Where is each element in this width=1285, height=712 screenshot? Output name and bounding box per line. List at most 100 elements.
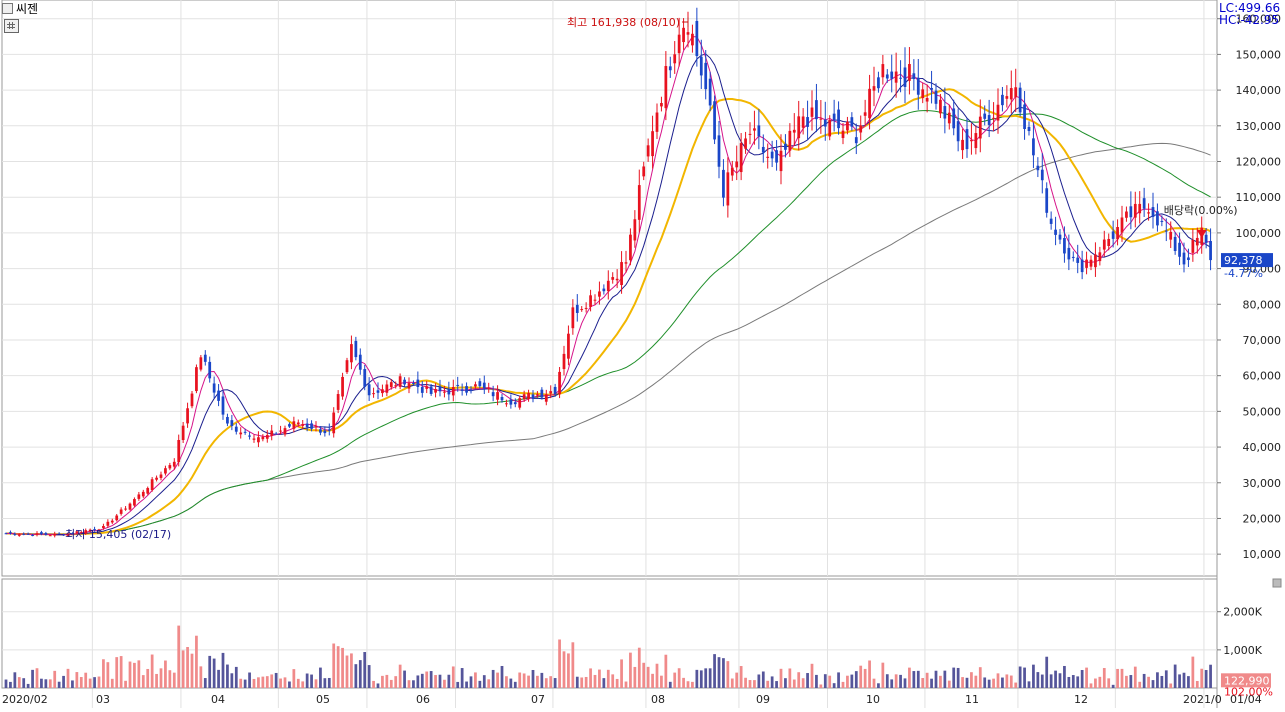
- volume-bar: [146, 668, 150, 688]
- candle: [646, 138, 650, 162]
- candle-body: [177, 439, 181, 463]
- candle-body: [141, 491, 145, 497]
- volume-bar: [819, 684, 823, 688]
- candle: [651, 115, 654, 169]
- candle: [212, 376, 216, 399]
- candle-body: [115, 515, 119, 521]
- volume-bar: [1204, 670, 1208, 688]
- candle: [1133, 191, 1137, 228]
- candle-body: [265, 435, 269, 439]
- candle-body: [952, 108, 956, 129]
- candle-body: [84, 530, 88, 534]
- volume-bar: [186, 647, 189, 688]
- candle-body: [1063, 238, 1066, 254]
- candle: [1120, 205, 1124, 242]
- volume-bar: [704, 668, 708, 688]
- chart-title-bar[interactable]: 씨젠: [2, 1, 38, 16]
- candle-body: [469, 389, 473, 391]
- candle-body: [164, 468, 167, 474]
- candle-body: [1018, 87, 1022, 113]
- candle-body: [354, 340, 358, 358]
- volume-bar: [505, 676, 508, 688]
- candle: [766, 143, 770, 169]
- volume-bar: [881, 662, 885, 688]
- candle: [336, 390, 340, 414]
- candle: [1147, 203, 1150, 221]
- candle: [305, 418, 309, 432]
- volume-bar: [615, 678, 619, 688]
- candle: [584, 302, 588, 313]
- candle-body: [172, 461, 176, 467]
- checkbox-icon[interactable]: [2, 3, 13, 14]
- candle-body: [48, 535, 52, 537]
- candle: [345, 357, 349, 374]
- candle: [491, 385, 495, 402]
- candle-body: [633, 219, 637, 241]
- candle-body: [877, 77, 880, 89]
- candle-body: [522, 394, 526, 400]
- volume-bar: [580, 677, 584, 688]
- candle: [199, 355, 203, 372]
- volume-bar: [310, 674, 313, 688]
- candle: [133, 497, 136, 507]
- candle: [1151, 192, 1155, 229]
- candle-body: [66, 533, 70, 536]
- volume-bar: [629, 652, 632, 688]
- candle-body: [629, 234, 632, 261]
- candle: [589, 289, 592, 312]
- candle-body: [1054, 229, 1057, 235]
- x-tick-label: 07: [531, 693, 545, 706]
- volume-bar: [398, 664, 402, 688]
- candle: [66, 532, 70, 537]
- candle: [722, 159, 725, 207]
- candle-body: [584, 307, 588, 309]
- volume-bar: [434, 675, 437, 688]
- candle: [837, 101, 840, 135]
- volume-bar: [44, 679, 48, 688]
- y-tick-label: 40,000: [1243, 441, 1282, 454]
- candle-body: [801, 116, 805, 128]
- x-tick-label: 04: [211, 693, 225, 706]
- volume-bar: [195, 635, 198, 688]
- volume-bar: [128, 661, 132, 688]
- table-icon[interactable]: [4, 19, 19, 33]
- candle: [748, 122, 752, 145]
- volume-bar: [164, 660, 167, 688]
- volume-bar: [952, 667, 956, 688]
- candle: [429, 383, 433, 396]
- candle-body: [770, 151, 774, 159]
- candle: [1085, 251, 1088, 275]
- candle: [1089, 255, 1093, 271]
- candle-body: [407, 383, 411, 389]
- volume-bar: [451, 666, 455, 688]
- candle-body: [26, 533, 30, 535]
- candle: [9, 530, 12, 535]
- candle-body: [1005, 96, 1009, 99]
- candle: [726, 157, 730, 218]
- volume-bar: [230, 673, 234, 688]
- candle-body: [899, 77, 902, 79]
- candle: [558, 367, 561, 399]
- candle: [1049, 211, 1053, 230]
- candle: [226, 413, 229, 427]
- candle: [611, 272, 615, 284]
- candle: [970, 123, 973, 155]
- volume-bar: [854, 671, 858, 688]
- high-annotation: 최고 161,938 (08/10): [567, 16, 680, 29]
- volume-bar: [110, 678, 114, 688]
- volume-bar: [779, 668, 783, 688]
- candle-body: [416, 379, 420, 387]
- volume-bar: [159, 668, 163, 688]
- volume-bar: [305, 673, 309, 688]
- candle: [243, 428, 247, 435]
- y-axis: 10,000 20,000 30,000 40,000 50,000 60,000 70,0…: [2, 13, 1281, 561]
- volume-bar: [270, 674, 274, 688]
- volume-bar: [531, 669, 535, 688]
- candle: [505, 399, 508, 407]
- volume-bar: [744, 677, 747, 688]
- stock-name: 씨젠: [16, 2, 39, 16]
- volume-bar: [593, 674, 597, 688]
- volume-bar: [544, 678, 548, 688]
- candle: [1018, 82, 1022, 117]
- candle: [500, 393, 504, 403]
